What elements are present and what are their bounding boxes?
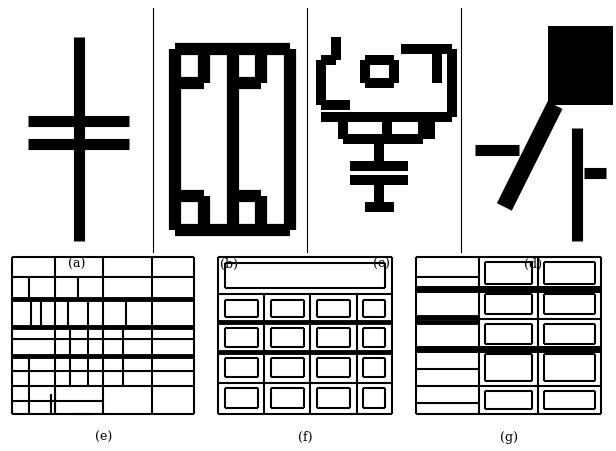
Text: (d): (d) — [524, 258, 543, 270]
Text: (e): (e) — [95, 430, 112, 443]
Bar — [548, 27, 613, 106]
Text: (b): (b) — [220, 258, 238, 270]
Text: (f): (f) — [298, 430, 312, 443]
Text: (a): (a) — [68, 258, 86, 270]
Text: (g): (g) — [500, 430, 518, 443]
Text: (c): (c) — [373, 258, 390, 270]
